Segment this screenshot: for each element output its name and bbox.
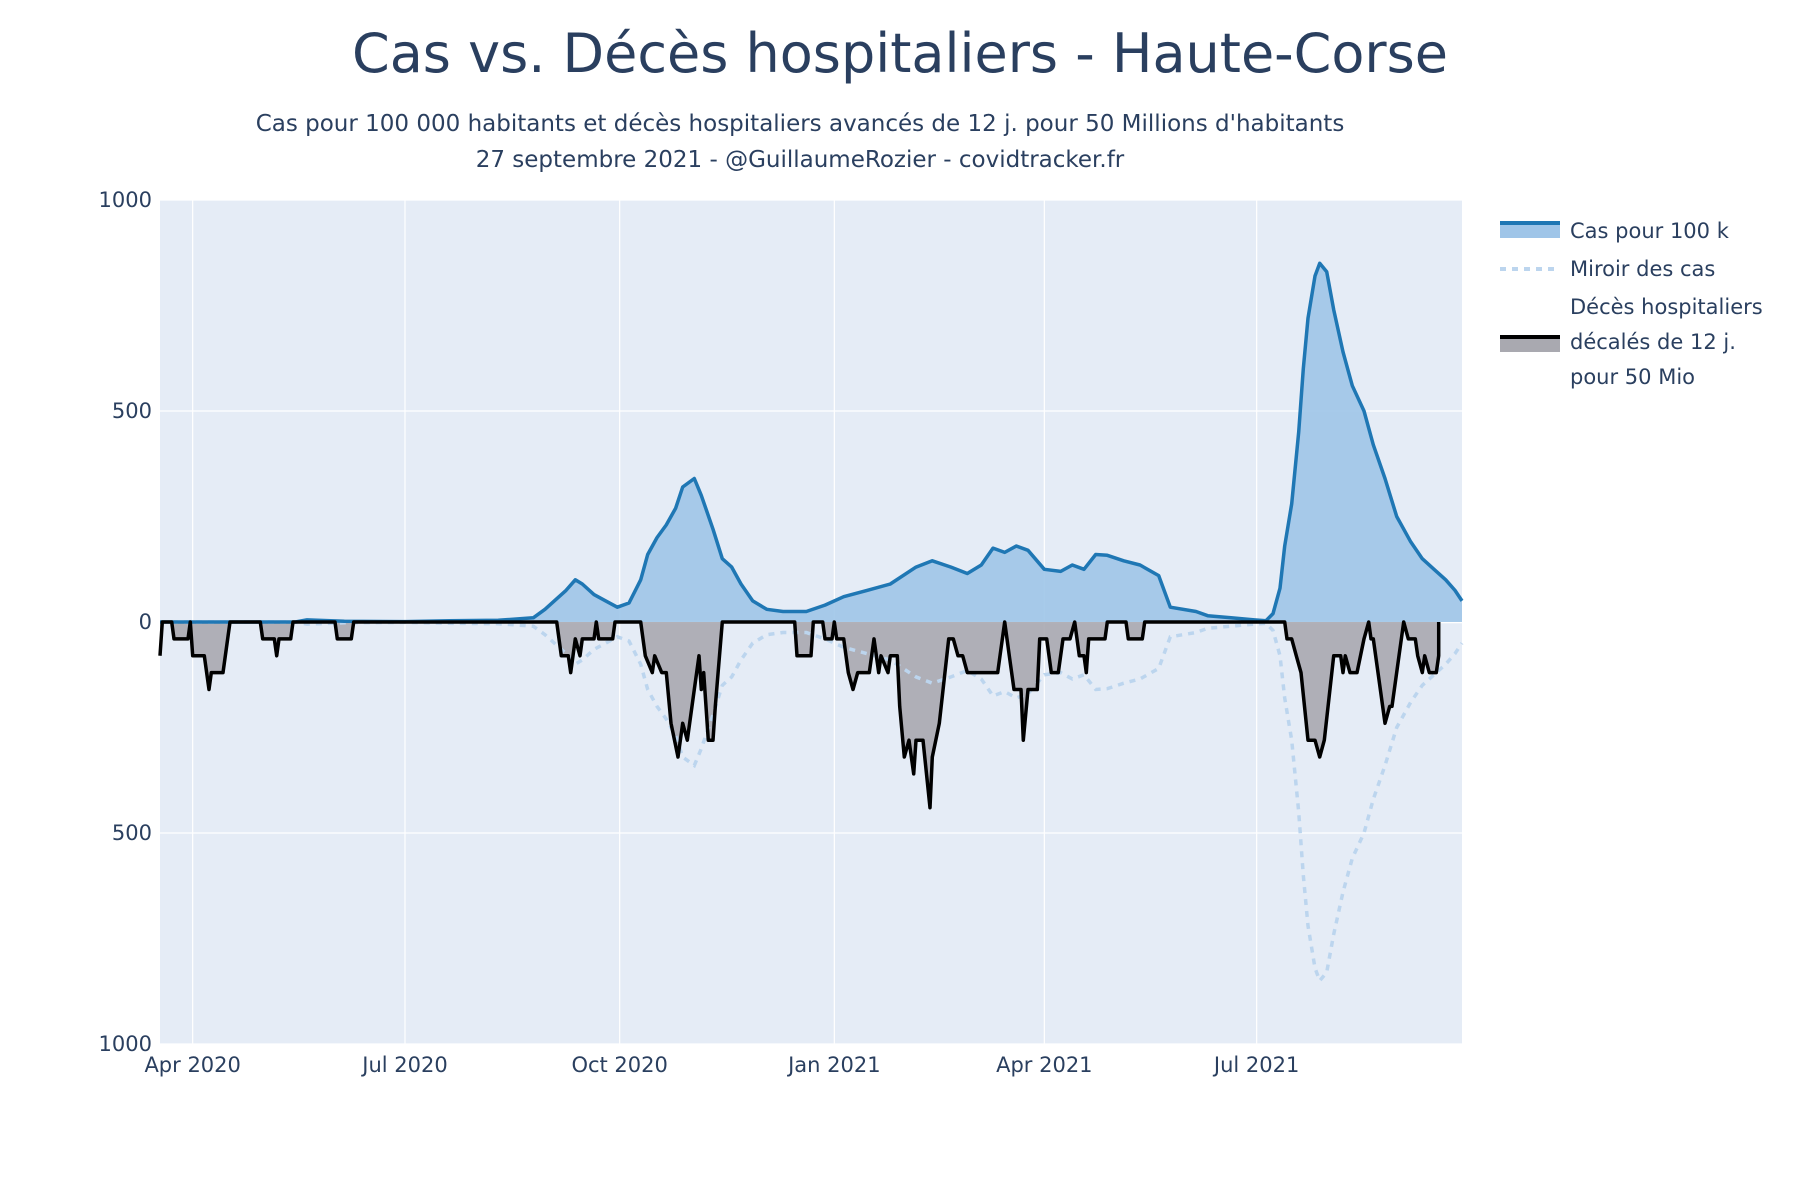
x-axis: Apr 2020 Jul 2020 Oct 2020 Jan 2021 Apr 2021…: [144, 1053, 1299, 1077]
chart-subtitle-line-1: Cas pour 100 000 habitants et décès hosp…: [255, 111, 1345, 137]
legend-label-mirror: Miroir des cas: [1570, 257, 1715, 281]
x-tick-label: Apr 2021: [996, 1053, 1092, 1077]
y-axis: 1000 500 0 500 1000: [99, 188, 152, 1056]
mirror-cases-line: [160, 620, 1464, 985]
y-tick-label: 0: [139, 610, 152, 634]
legend-label-deaths-line: Décès hospitaliers: [1570, 295, 1763, 319]
x-tick-label: Oct 2020: [571, 1053, 667, 1077]
legend-label-deaths-line: décalés de 12 j.: [1570, 330, 1736, 354]
chart-title: Cas vs. Décès hospitaliers - Haute-Corse: [352, 22, 1448, 85]
y-tick-label: 500: [112, 399, 152, 423]
legend-label-cases: Cas pour 100 k: [1570, 219, 1730, 243]
legend-swatch-cases-fill: [1500, 222, 1560, 238]
cases-area: [160, 263, 1462, 622]
x-tick-label: Jan 2021: [786, 1053, 881, 1077]
legend[interactable]: Cas pour 100 k Miroir des cas Décès hospit…: [1500, 219, 1763, 389]
x-tick-label: Apr 2020: [144, 1053, 240, 1077]
y-tick-label: 1000: [99, 188, 152, 212]
y-tick-label: 500: [112, 821, 152, 845]
x-tick-label: Jul 2020: [360, 1053, 447, 1077]
area-layer: [160, 263, 1462, 808]
line-layer: [158, 261, 1464, 985]
x-tick-label: Jul 2021: [1212, 1053, 1299, 1077]
legend-label-deaths-line: pour 50 Mio: [1570, 365, 1695, 389]
y-tick-label: 1000: [99, 1032, 152, 1056]
deaths-area: [160, 622, 1439, 808]
deaths-line: [158, 620, 1441, 810]
chart-subtitle-line-2: 27 septembre 2021 - @GuillaumeRozier - c…: [475, 147, 1125, 173]
cases-line: [160, 261, 1464, 624]
legend-swatch-deaths-fill: [1500, 336, 1560, 352]
